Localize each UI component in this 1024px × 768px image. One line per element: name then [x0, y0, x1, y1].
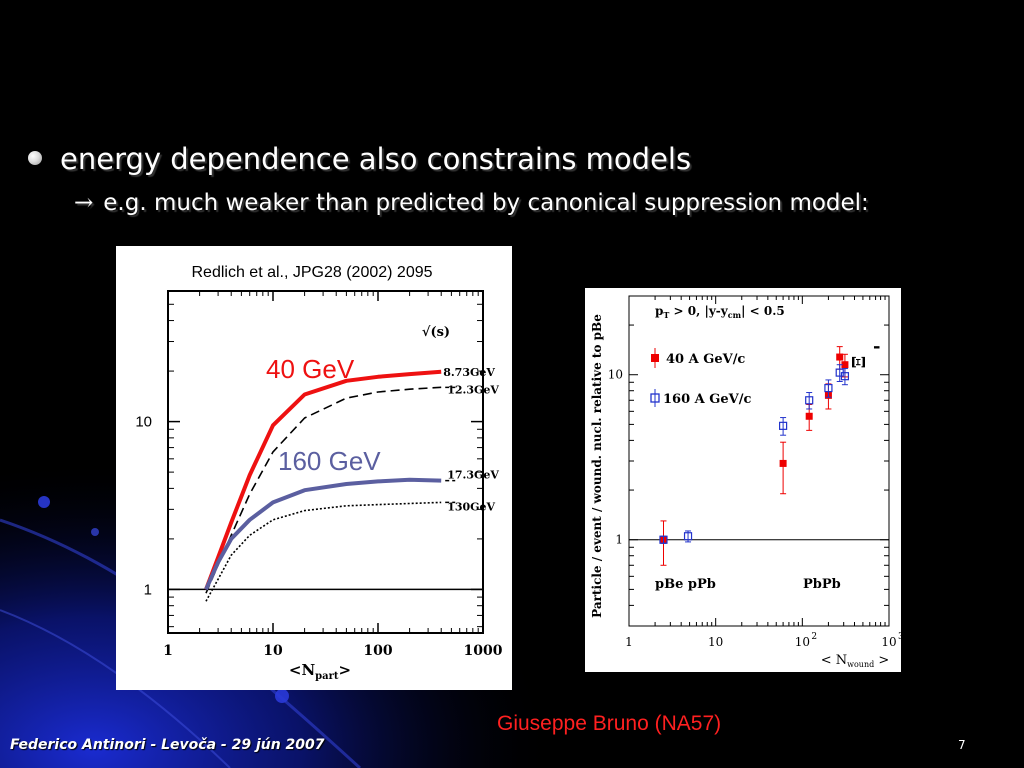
y-tick-label: 10	[608, 368, 623, 382]
x-tick-label: 10	[881, 635, 896, 649]
x-tick-exponent: 2	[811, 632, 817, 642]
x-tick-label: 10	[263, 643, 283, 659]
particle-sup: -	[873, 336, 880, 357]
series-line-130gev	[205, 501, 442, 602]
footer-text: Federico Antinori - Levoča - 29 jún 2007	[10, 737, 325, 753]
data-point-40gev	[779, 459, 787, 467]
data-point-160gev	[683, 532, 693, 541]
x-axis-label: <Npart>	[289, 661, 351, 682]
group-label-pbe: pBe pPb	[655, 577, 716, 592]
series-label: 12.3GeV	[447, 383, 499, 396]
x-tick-label: 1000	[464, 643, 503, 659]
data-point-160gev	[840, 372, 850, 381]
series-label: 8.73GeV	[443, 366, 495, 379]
legend-label-40: 40 A GeV/c	[666, 352, 745, 367]
series-line-17-3gev	[204, 477, 442, 591]
series-label: 17.3GeV	[447, 469, 499, 482]
x-tick-label: 10	[795, 635, 810, 649]
series-line-12-3gev	[205, 386, 442, 594]
y-axis-label: Particle / event / wound. nucl. relative…	[590, 314, 604, 618]
data-point-160gev	[779, 421, 788, 430]
y-tick-label: 1	[615, 533, 623, 547]
x-tick-label: 100	[363, 643, 392, 659]
x-tick-label: 1	[163, 643, 173, 659]
arrow-icon: →	[74, 190, 94, 216]
credit-text: Giuseppe Bruno (NA57)	[497, 712, 722, 735]
y-tick-label: 10	[135, 414, 152, 431]
data-point-40gev	[805, 412, 813, 420]
na57-chart-panel: 1 10 10 2 10 3 1 10 Particle / event / wound. n…	[585, 288, 904, 672]
model-chart: Redlich et al., JPG28 (2002) 2095 1 10 100…	[135, 264, 503, 682]
legend-title: √(s)	[422, 325, 450, 340]
group-label-pbpb: PbPb	[803, 577, 841, 592]
plot-frame	[167, 290, 484, 634]
data-point-40gev	[841, 361, 849, 369]
y-tick-label: 1	[144, 581, 152, 598]
x-axis-label: < Nwound >	[821, 653, 890, 669]
chart-title: Redlich et al., JPG28 (2002) 2095	[191, 264, 432, 281]
model-chart-panel: Redlich et al., JPG28 (2002) 2095 1 10 100…	[116, 246, 512, 690]
x-tick-label: 1	[625, 635, 633, 649]
legend-label-160: 160 A GeV/c	[663, 392, 751, 407]
data-point-160gev	[824, 383, 833, 393]
bullet-text: energy dependence also constrains models	[60, 142, 692, 176]
page-number: 7	[958, 738, 966, 752]
sub-bullet: → e.g. much weaker than predicted by cano…	[74, 190, 869, 216]
bullet-dot-icon	[28, 151, 42, 165]
series-label: 130GeV	[447, 500, 495, 513]
data-point-40gev	[836, 353, 844, 361]
cut-label: pT > 0, |y-ycm| < 0.5	[655, 304, 785, 320]
particle-label: Ξ	[849, 356, 870, 369]
sub-bullet-text: e.g. much weaker than predicted by canon…	[103, 190, 869, 216]
data-point-160gev	[805, 396, 814, 405]
series-line-8-73gev	[204, 369, 442, 591]
data-point-160gev	[659, 535, 668, 544]
x-tick-label: 10	[708, 635, 723, 649]
annotation-160gev: 160 GeV	[278, 446, 381, 476]
x-tick-exponent: 3	[898, 632, 901, 642]
main-bullet: energy dependence also constrains models	[28, 142, 691, 176]
annotation-40gev: 40 GeV	[266, 354, 355, 384]
